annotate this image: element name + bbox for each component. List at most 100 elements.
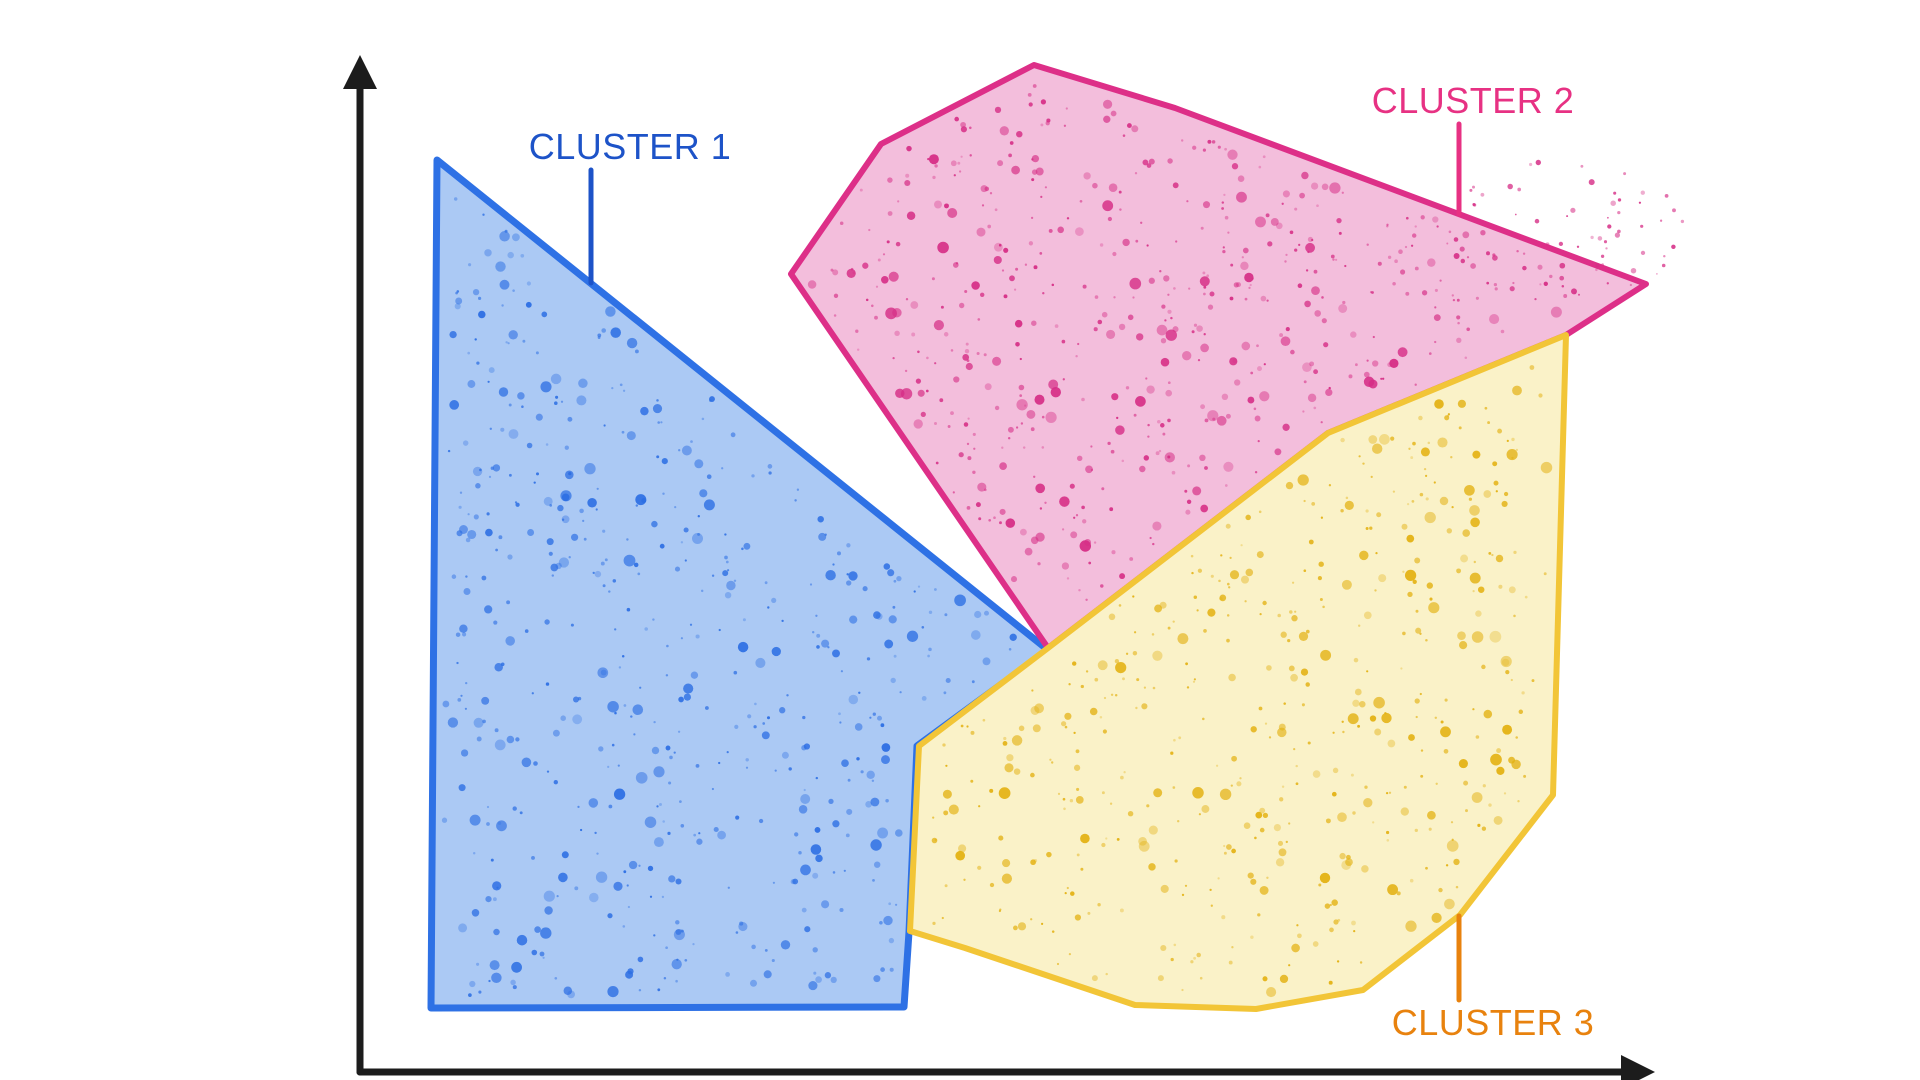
scatter-dot [653,720,656,724]
scatter-dot [472,288,480,296]
scatter-dot [494,728,499,733]
scatter-dot [934,588,937,591]
scatter-dot [1192,486,1202,496]
scatter-dot [1107,216,1113,222]
scatter-dot [1595,263,1600,268]
scatter-dot [1412,233,1417,238]
scatter-dot [1285,327,1290,332]
scatter-dot [1158,449,1162,453]
scatter-dot [1120,775,1124,780]
scatter-dot [561,518,565,521]
scatter-dot [1192,145,1197,150]
scatter-dot [846,808,853,815]
scatter-dot [1002,859,1011,868]
scatter-dot [1294,610,1297,613]
scatter-dot [1119,208,1122,211]
scatter-dot [1028,241,1034,246]
scatter-dot [745,758,749,762]
scatter-dot [1464,356,1468,360]
scatter-dot [953,376,960,383]
scatter-dot [1223,844,1226,848]
scatter-dot [1414,383,1417,386]
scatter-dot [467,513,470,516]
scatter-dot [984,610,989,616]
scatter-dot [1192,787,1204,799]
scatter-dot [960,724,964,728]
scatter-dot [1066,886,1069,890]
scatter-dot [1223,193,1226,197]
scatter-dot [767,464,773,469]
scatter-dot [830,268,834,272]
scatter-dot [1193,678,1196,681]
scatter-dot [1141,703,1148,710]
scatter-dot [1209,888,1212,892]
scatter-dot [1081,397,1085,402]
scatter-dot [1188,287,1191,290]
scatter-dot [667,831,671,836]
scatter-dot [771,597,777,603]
scatter-dot [1080,684,1084,689]
scatter-dot [965,342,969,346]
scatter-dot [488,475,492,478]
scatter-dot [640,406,649,416]
scatter-dot [1078,588,1081,592]
scatter-dot [1134,172,1138,175]
scatter-dot [1543,281,1548,286]
scatter-dot [1247,396,1255,404]
scatter-dot [1160,338,1167,344]
scatter-dot [1505,669,1510,675]
scatter-dot [1234,379,1241,386]
scatter-dot [512,806,517,811]
scatter-dot [1114,659,1120,664]
scatter-dot [1152,650,1163,661]
scatter-dot [1226,614,1230,617]
scatter-dot [879,921,883,925]
scatter-dot [1606,282,1609,285]
scatter-dot [588,798,599,808]
scatter-dot [1033,475,1036,478]
scatter-dot [1082,284,1087,289]
scatter-dot [1496,748,1502,754]
scatter-dot [447,449,451,453]
scatter-dot [934,362,937,365]
scatter-dot [1263,363,1266,366]
scatter-dot [1088,561,1092,565]
scatter-dot [621,654,625,658]
scatter-dot [706,474,712,480]
scatter-dot [1140,221,1143,224]
scatter-dot [1517,800,1520,803]
scatter-dot [1425,474,1428,477]
scatter-dot [1030,216,1034,220]
scatter-dot [1321,183,1329,191]
scatter-dot [1425,866,1428,870]
scatter-dot [1501,658,1510,667]
scatter-dot [1481,826,1487,831]
scatter-dot [1009,141,1014,145]
scatter-dot [1148,863,1156,871]
scatter-dot [1392,490,1396,493]
scatter-dot [1307,741,1311,745]
scatter-dot [1191,571,1194,575]
scatter-dot [1288,964,1291,967]
scatter-dot [1157,419,1161,424]
scatter-dot [1170,316,1173,320]
scatter-dot [1116,416,1119,420]
scatter-dot [1371,443,1383,454]
scatter-dot [975,502,981,508]
scatter-dot [753,725,757,729]
scatter-dot [1229,556,1232,560]
scatter-dot [755,657,766,668]
scatter-dot [610,327,621,338]
scatter-dot [1468,497,1473,501]
scatter-dot [1200,504,1209,513]
scatter-dot [1614,232,1620,238]
scatter-dot [1101,311,1108,318]
scatter-dot [1386,830,1390,835]
scatter-dot [921,696,927,701]
scatter-dot [803,788,806,792]
scatter-dot [1438,887,1443,893]
scatter-dot [493,620,498,625]
scatter-dot [1294,207,1298,211]
scatter-dot [1107,441,1111,446]
scatter-dot [1559,262,1566,269]
